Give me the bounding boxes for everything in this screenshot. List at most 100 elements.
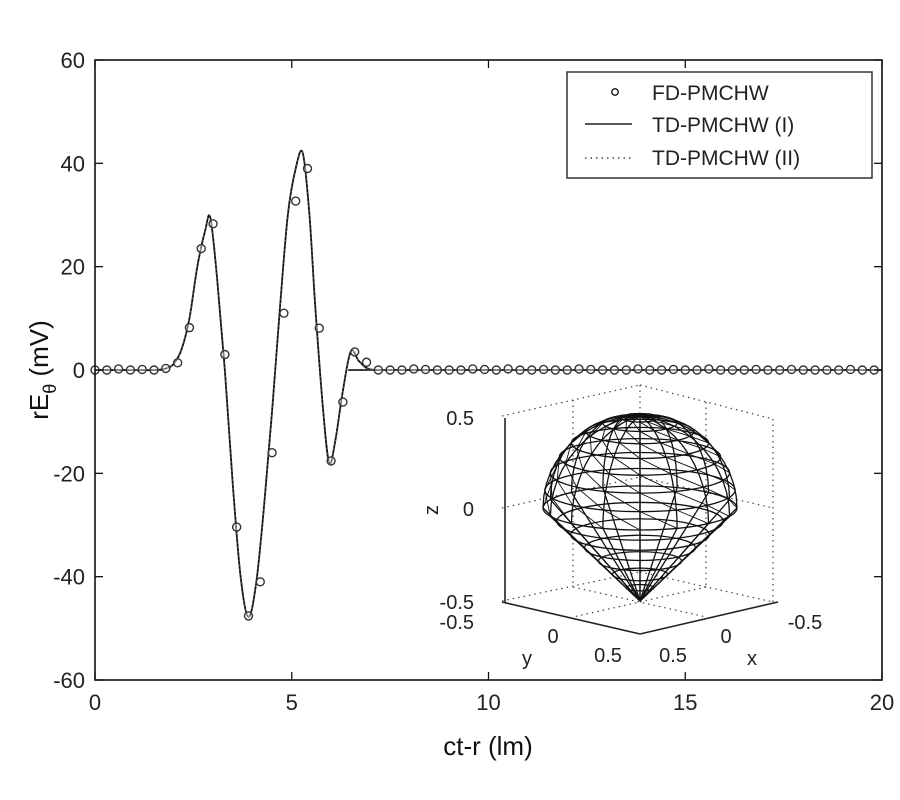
inset-ytick-1: -0.5	[440, 612, 474, 634]
series-marker-fd-pmchw	[739, 365, 749, 375]
series-marker-fd-pmchw	[834, 365, 844, 375]
series-marker-fd-pmchw	[822, 365, 832, 375]
series-marker-fd-pmchw	[621, 365, 631, 375]
legend-circle-marker-icon	[611, 88, 619, 96]
series-marker-fd-pmchw	[444, 365, 454, 375]
series-marker-fd-pmchw	[503, 364, 513, 374]
series-marker-fd-pmchw	[184, 322, 195, 333]
y-tick-label: -60	[53, 668, 85, 693]
series-marker-fd-pmchw	[668, 364, 679, 375]
data-markers	[90, 163, 879, 621]
series-marker-fd-pmchw	[527, 365, 537, 375]
series-marker-fd-pmchw	[397, 365, 407, 375]
series-marker-fd-pmchw	[208, 219, 218, 229]
inset-ztick-bottom: -0.5	[440, 592, 474, 614]
inset-xtick-2: 0	[720, 626, 731, 648]
y-tick-label: -40	[53, 565, 85, 590]
legend-item-td-pmchw-ii: TD-PMCHW (II)	[652, 147, 800, 170]
series-marker-fd-pmchw	[763, 365, 773, 375]
series-marker-fd-pmchw	[491, 365, 502, 375]
series-marker-fd-pmchw	[798, 365, 808, 375]
series-marker-fd-pmchw	[220, 349, 230, 360]
y-tick-label: 20	[61, 255, 85, 280]
y-tick-label: 0	[73, 358, 85, 383]
series-marker-fd-pmchw	[172, 358, 183, 368]
series-marker-fd-pmchw	[774, 365, 785, 375]
series-marker-fd-pmchw	[373, 365, 384, 375]
series-marker-fd-pmchw	[538, 364, 549, 375]
series-marker-fd-pmchw	[550, 365, 561, 375]
x-tick-label: 5	[286, 690, 298, 715]
series-marker-fd-pmchw	[656, 365, 667, 375]
inset-3d-plot: 0.5 0 -0.5 z -0.5 0 0.5 y 0.5 0 -0.5 x	[421, 384, 822, 670]
series-marker-fd-pmchw	[314, 323, 324, 333]
series-marker-fd-pmchw	[597, 365, 608, 375]
data-lines	[94, 149, 882, 618]
x-tick-label: 15	[673, 690, 697, 715]
inset-wireframe-mesh	[542, 412, 738, 602]
series-marker-fd-pmchw	[609, 365, 620, 375]
series-marker-fd-pmchw	[196, 243, 206, 254]
inset-axes	[501, 418, 779, 635]
y-axis-label-subscript: θ	[40, 384, 60, 394]
series-marker-fd-pmchw	[102, 365, 112, 375]
y-axis-label-main: rE	[24, 394, 54, 420]
legend-item-fd-pmchw: FD-PMCHW	[652, 82, 769, 105]
series-marker-fd-pmchw	[290, 196, 301, 206]
series-marker-fd-pmchw	[385, 365, 395, 375]
series-marker-fd-pmchw	[267, 447, 277, 458]
series-line-td-pmchw-ii	[94, 149, 882, 618]
legend-item-td-pmchw-i: TD-PMCHW (I)	[652, 114, 794, 137]
series-marker-fd-pmchw	[255, 577, 265, 587]
series-marker-fd-pmchw	[350, 347, 360, 357]
series-marker-fd-pmchw	[715, 365, 726, 375]
inset-xtick-3: -0.5	[788, 612, 822, 634]
series-marker-fd-pmchw	[810, 365, 820, 375]
series-marker-fd-pmchw	[420, 364, 431, 375]
series-marker-fd-pmchw	[645, 365, 655, 375]
x-tick-label: 10	[476, 690, 500, 715]
series-marker-fd-pmchw	[243, 611, 254, 621]
series-marker-fd-pmchw	[633, 364, 643, 374]
series-marker-fd-pmchw	[231, 522, 242, 532]
series-marker-fd-pmchw	[692, 365, 702, 375]
series-marker-fd-pmchw	[361, 357, 372, 367]
series-marker-fd-pmchw	[845, 364, 856, 375]
inset-ytick-2: 0	[547, 626, 558, 648]
series-marker-fd-pmchw	[574, 364, 584, 374]
series-marker-fd-pmchw	[338, 397, 348, 407]
series-marker-fd-pmchw	[456, 365, 466, 375]
series-marker-fd-pmchw	[149, 365, 159, 375]
x-axis-label: ct-r (lm)	[443, 731, 533, 761]
x-axis-ticks: 0 5 10 15 20	[89, 60, 894, 715]
series-marker-fd-pmchw	[302, 163, 313, 174]
x-tick-label: 0	[89, 690, 101, 715]
inset-ztick-mid: 0	[463, 499, 474, 521]
series-marker-fd-pmchw	[125, 365, 136, 375]
series-marker-fd-pmchw	[857, 365, 868, 375]
series-marker-fd-pmchw	[279, 308, 289, 318]
y-tick-label: 40	[61, 151, 85, 176]
inset-ztick-top: 0.5	[446, 408, 474, 430]
series-marker-fd-pmchw	[113, 364, 124, 374]
series-marker-fd-pmchw	[751, 364, 761, 375]
series-marker-fd-pmchw	[704, 364, 714, 374]
series-marker-fd-pmchw	[161, 363, 171, 374]
y-axis-label: rEθ (mV)	[24, 320, 60, 420]
inset-x-label: x	[747, 648, 757, 670]
inset-z-label: z	[421, 505, 443, 515]
series-marker-fd-pmchw	[727, 365, 738, 375]
x-tick-label: 20	[870, 690, 894, 715]
series-marker-fd-pmchw	[326, 456, 336, 466]
series-marker-fd-pmchw	[786, 364, 797, 375]
y-axis-label-unit: (mV)	[24, 320, 54, 384]
series-marker-fd-pmchw	[432, 365, 443, 375]
series-marker-fd-pmchw	[562, 365, 572, 375]
series-marker-fd-pmchw	[137, 364, 147, 375]
series-marker-fd-pmchw	[586, 364, 596, 375]
y-tick-label: -20	[53, 461, 85, 486]
inset-xtick-1: 0.5	[659, 645, 687, 667]
inset-ytick-3: 0.5	[594, 645, 622, 667]
series-marker-fd-pmchw	[680, 365, 690, 375]
